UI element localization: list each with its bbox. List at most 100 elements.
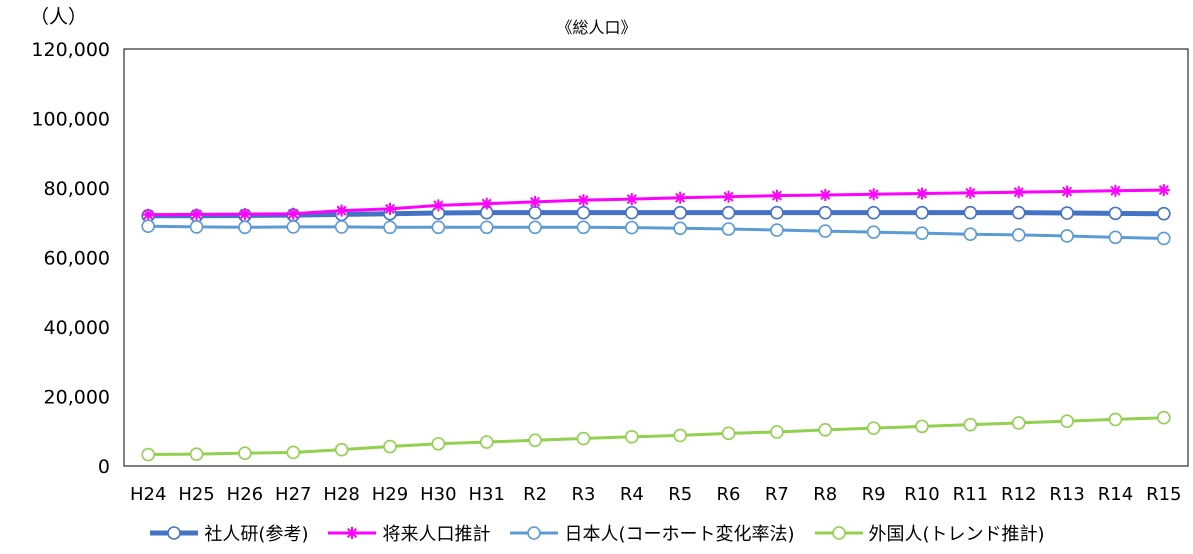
data-point <box>866 205 881 220</box>
legend-marker <box>831 526 846 540</box>
data-point <box>238 208 251 221</box>
legend-swatch <box>150 526 199 540</box>
legend-label: 外国人(トレンド推計) <box>868 524 1045 545</box>
data-point <box>286 220 301 234</box>
data-point <box>963 205 978 220</box>
data-point <box>673 221 687 236</box>
data-point <box>1060 206 1074 220</box>
series-layer <box>141 184 1171 462</box>
x-tick-label: R10 <box>904 484 939 505</box>
data-point <box>576 205 591 220</box>
data-point <box>915 419 929 434</box>
x-tick-label: R7 <box>765 484 789 505</box>
x-tick-label: R5 <box>668 484 692 505</box>
data-point <box>1060 414 1074 428</box>
data-point <box>818 224 833 238</box>
legend-marker <box>167 526 182 540</box>
data-point <box>721 426 736 441</box>
data-point <box>674 191 687 204</box>
data-point <box>964 186 977 199</box>
data-point <box>915 226 929 240</box>
data-point <box>334 220 349 234</box>
data-point <box>528 205 542 220</box>
data-point <box>189 220 204 234</box>
data-point <box>673 428 687 443</box>
data-point <box>141 447 155 462</box>
data-point <box>479 220 494 235</box>
data-point <box>819 188 832 201</box>
series-4 <box>141 410 1171 462</box>
legend-item: 将来人口推計 <box>326 520 490 546</box>
data-point <box>673 205 687 220</box>
data-point <box>287 207 300 220</box>
legend-marker <box>527 526 542 540</box>
y-tick-label: 20,000 <box>44 387 110 409</box>
x-tick-label: R4 <box>620 484 644 505</box>
data-point <box>866 421 881 435</box>
legend-item: 日本人(コーホート変化率法) <box>508 520 795 546</box>
x-tick-label: R11 <box>953 484 988 505</box>
x-tick-label: H26 <box>227 484 263 505</box>
x-tick-label: H25 <box>178 484 214 505</box>
data-point <box>383 439 397 454</box>
y-tick-label: 40,000 <box>44 317 110 339</box>
data-point <box>916 187 928 200</box>
y-axis: 0 20,000 40,000 60,000 80,000 100,000 120,000 <box>31 39 110 478</box>
data-point <box>625 220 639 235</box>
data-point <box>1108 412 1123 427</box>
data-point <box>721 222 736 236</box>
series-line <box>148 224 1164 240</box>
y-tick-label: 100,000 <box>31 109 110 131</box>
data-point <box>1060 229 1074 243</box>
data-point <box>383 220 397 235</box>
data-point <box>625 430 639 444</box>
data-point <box>141 219 155 234</box>
data-point <box>625 205 639 220</box>
x-tick-label: R15 <box>1146 484 1181 505</box>
data-point <box>1157 410 1171 425</box>
data-point <box>1108 230 1123 245</box>
x-tick-label: H24 <box>130 484 166 505</box>
data-point <box>431 220 446 235</box>
series-3 <box>141 219 1171 246</box>
legend-swatch <box>510 526 559 540</box>
legend-item: 外国人(トレンド推計) <box>813 520 1045 546</box>
plot-area <box>123 48 1189 467</box>
y-tick-label: 60,000 <box>44 248 110 270</box>
data-point <box>770 223 784 237</box>
data-point <box>334 442 349 457</box>
legend-label: 将来人口推計 <box>382 524 491 545</box>
data-point <box>576 220 591 235</box>
data-point <box>190 208 203 221</box>
data-point <box>529 195 542 208</box>
x-tick-label: R8 <box>813 484 837 505</box>
legend-marker <box>346 527 359 539</box>
legend-label: 社人研(参考) <box>204 524 309 545</box>
data-point <box>770 425 784 439</box>
data-point <box>818 423 833 437</box>
data-point <box>1012 186 1025 199</box>
x-tick-label: H29 <box>372 484 408 505</box>
data-point <box>1157 206 1171 221</box>
x-tick-label: H31 <box>469 484 505 505</box>
data-point <box>238 446 252 460</box>
data-point <box>867 188 880 201</box>
data-point <box>142 208 155 221</box>
data-point <box>528 433 542 448</box>
x-tick-label: R12 <box>1001 484 1036 505</box>
data-point <box>1011 228 1026 242</box>
data-point <box>479 435 494 449</box>
y-tick-label: 120,000 <box>31 39 110 61</box>
series-line <box>148 188 1164 217</box>
y-tick-label: 0 <box>98 456 110 478</box>
data-point <box>384 202 396 215</box>
data-point <box>721 205 736 220</box>
legend-swatch <box>814 526 863 540</box>
legend-item: 社人研(参考) <box>148 520 308 546</box>
x-axis: H24 H25 H26 H27 H28 H29 H30 H31 R2 R3 R4 R5 R6 R7 R8 R9… <box>130 484 1182 505</box>
legend-label: 日本人(コーホート変化率法) <box>564 524 795 545</box>
data-point <box>770 189 783 202</box>
data-point <box>576 431 591 446</box>
data-point <box>818 205 833 220</box>
